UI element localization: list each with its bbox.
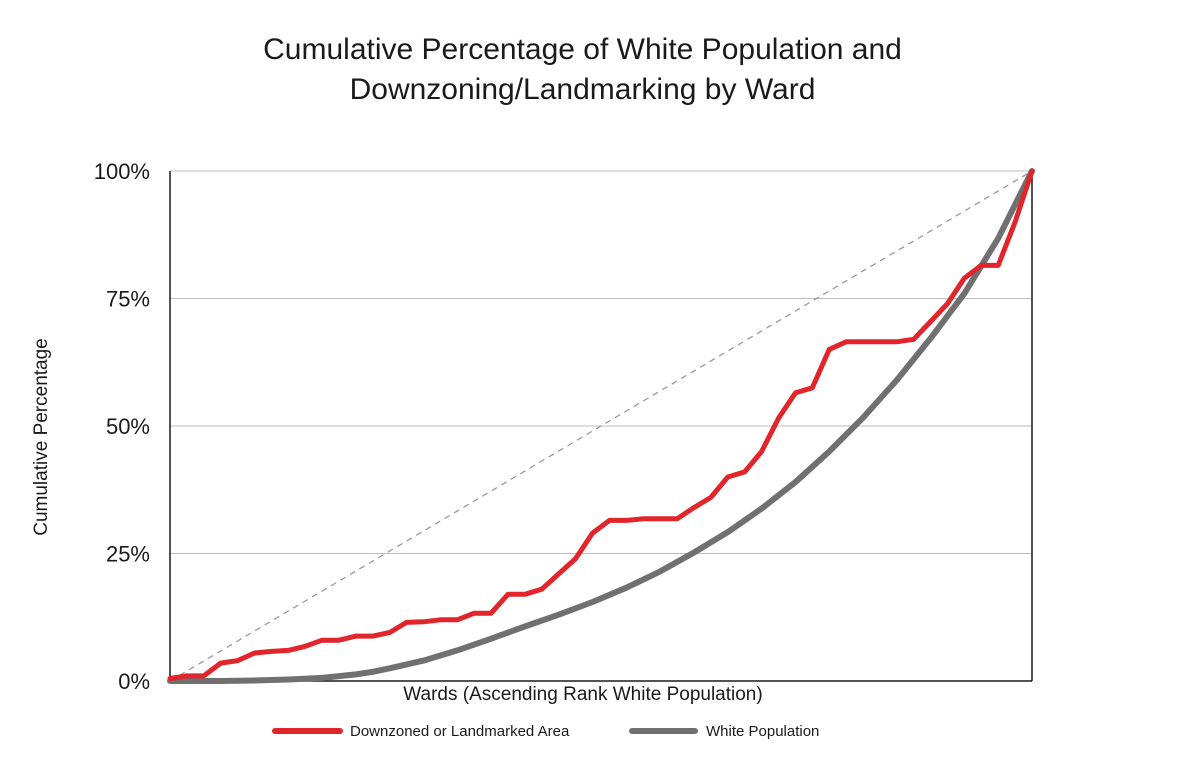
legend-label-downzoned: Downzoned or Landmarked Area — [350, 723, 570, 740]
series-lines — [167, 168, 1035, 684]
y-tick-label-0: 0% — [118, 669, 150, 694]
chart-title-line-2: Downzoning/Landmarking by Ward — [349, 73, 816, 106]
legend: Downzoned or Landmarked Area White Popul… — [272, 723, 819, 740]
chart-title-line-1: Cumulative Percentage of White Populatio… — [263, 33, 902, 66]
y-tick-labels: 0% 25% 50% 75% 100% — [94, 159, 150, 694]
y-tick-label-50: 50% — [106, 414, 150, 439]
gridlines — [170, 170, 1032, 554]
legend-label-white-population: White Population — [706, 723, 819, 740]
series-line-downzoned — [167, 168, 1035, 681]
y-tick-label-25: 25% — [106, 542, 150, 567]
series-line-white-population — [167, 168, 1035, 684]
equality-reference-line — [169, 170, 1033, 682]
chart-title: Cumulative Percentage of White Populatio… — [0, 30, 1165, 110]
y-tick-label-75: 75% — [106, 287, 150, 312]
y-axis-label: Cumulative Percentage — [31, 338, 52, 536]
x-axis-label: Wards (Ascending Rank White Population) — [403, 684, 762, 705]
y-tick-label-100: 100% — [94, 159, 150, 184]
